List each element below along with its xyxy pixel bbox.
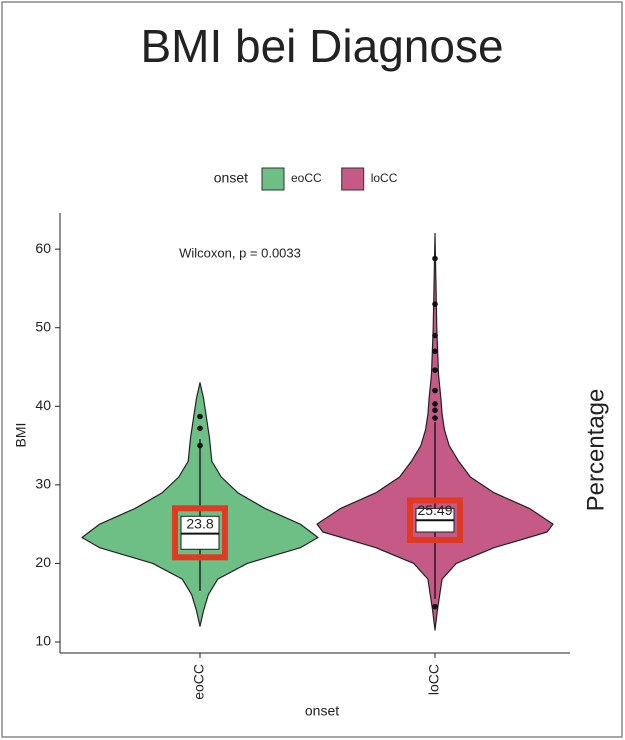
- y-tick-label: 10: [35, 633, 51, 649]
- outlier: [432, 603, 438, 610]
- x-tick-label: eoCC: [191, 664, 207, 700]
- outlier: [432, 401, 438, 407]
- outlier: [197, 425, 203, 432]
- outlier: [432, 332, 438, 339]
- legend-title: onset: [214, 170, 248, 186]
- outlier: [432, 255, 438, 262]
- y-tick-label: 40: [35, 397, 51, 413]
- highlight: [407, 497, 463, 543]
- median-label: 25.49: [417, 502, 452, 518]
- legend-label: eoCC: [291, 171, 322, 185]
- x-tick-label: loCC: [426, 664, 442, 695]
- legend-swatch: [341, 167, 365, 191]
- highlight: [172, 505, 228, 561]
- y-tick-label: 60: [35, 240, 51, 256]
- outlier: [432, 367, 438, 373]
- x-axis-label: onset: [305, 703, 339, 719]
- outlier: [432, 415, 438, 421]
- outlier: [197, 442, 203, 449]
- legend-swatch: [261, 167, 285, 191]
- outlier: [197, 413, 203, 420]
- chart-title: BMI bei Diagnose: [140, 20, 503, 72]
- annotation: Wilcoxon, p = 0.0033: [179, 245, 301, 260]
- legend-label: loCC: [371, 171, 398, 185]
- y-tick-label: 50: [35, 318, 51, 334]
- outlier: [432, 407, 438, 414]
- y-tick-label: 20: [35, 554, 51, 570]
- y-tick-label: 30: [35, 476, 51, 492]
- outlier: [432, 348, 438, 355]
- outlier: [432, 301, 438, 307]
- side-label: Percentage: [582, 389, 609, 512]
- median-label: 23.8: [186, 515, 213, 531]
- y-axis-label: BMI: [13, 423, 29, 448]
- outlier: [432, 387, 438, 394]
